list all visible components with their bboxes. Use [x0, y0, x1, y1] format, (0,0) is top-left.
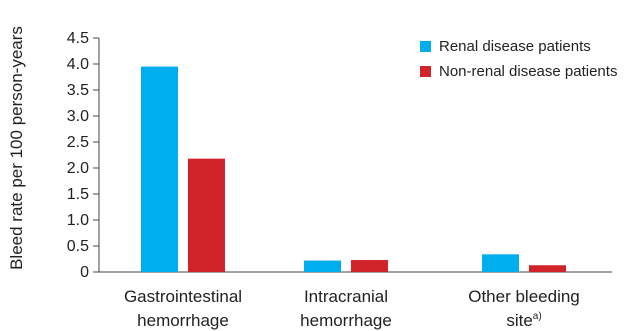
y-tick-label: 2.0 — [67, 160, 89, 177]
bar-non-renal — [529, 265, 566, 272]
y-axis-label: Bleed rate per 100 person-years — [7, 26, 26, 270]
bar-non-renal — [188, 158, 225, 272]
x-category-label: hemorrhage — [137, 311, 229, 330]
x-category-label: Other bleeding — [468, 287, 580, 306]
x-category-label: Intracranial — [304, 287, 388, 306]
legend-swatch — [420, 41, 431, 52]
bar-renal — [304, 260, 341, 272]
x-category-label: Gastrointestinal — [124, 287, 242, 306]
y-tick-label: 2.5 — [67, 134, 89, 151]
y-tick-label: 0 — [80, 264, 89, 281]
axes: 0 0.5 1.0 1.5 2.0 2.5 3.0 3.5 4.0 4.5 — [67, 30, 612, 281]
footnote-marker: a) — [533, 311, 542, 322]
y-tick-label: 1.0 — [67, 212, 89, 229]
bar-renal — [141, 66, 178, 272]
y-tick-label: 4.5 — [67, 30, 89, 47]
x-category-label: hemorrhage — [300, 311, 392, 330]
y-tick-label: 1.5 — [67, 186, 89, 203]
bar-non-renal — [351, 260, 388, 272]
x-axis-labels: Gastrointestinal hemorrhage Intracranial he… — [124, 287, 580, 330]
y-tick-label: 3.5 — [67, 82, 89, 99]
x-category-label: sitea) — [506, 311, 541, 330]
y-tick-label: 4.0 — [67, 56, 89, 73]
y-tick-label: 0.5 — [67, 238, 89, 255]
bars — [141, 66, 566, 272]
legend-label: Non-renal disease patients — [439, 63, 617, 80]
y-tick-label: 3.0 — [67, 108, 89, 125]
legend: Renal disease patients Non-renal disease … — [420, 38, 617, 80]
legend-swatch — [420, 66, 431, 77]
bar-renal — [482, 254, 519, 272]
legend-label: Renal disease patients — [439, 38, 591, 55]
